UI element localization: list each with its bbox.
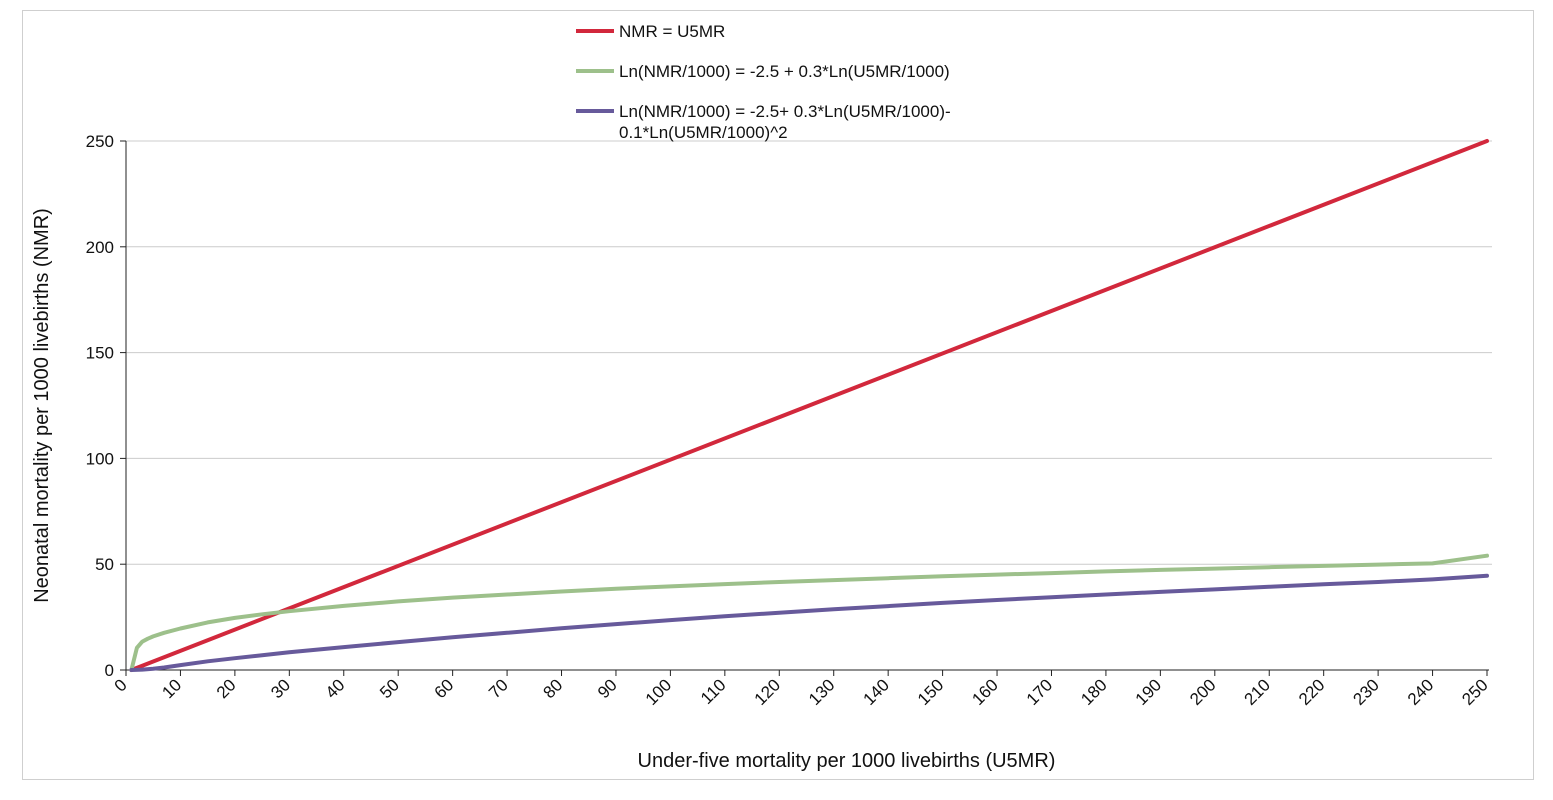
chart-frame: [22, 10, 1534, 780]
x-tick-label: 70: [485, 675, 512, 702]
y-tick-label: 200: [86, 238, 114, 257]
legend-label-3: Ln(NMR/1000) = -2.5+ 0.3*Ln(U5MR/1000)-: [619, 102, 951, 121]
x-tick-label: 130: [805, 675, 838, 708]
x-tick-label: 120: [751, 675, 784, 708]
legend-label-1: NMR = U5MR: [619, 22, 725, 41]
x-tick-label: 150: [914, 675, 947, 708]
x-tick-label: 0: [111, 675, 131, 695]
x-tick-label: 100: [642, 675, 675, 708]
y-tick-label: 50: [95, 555, 114, 574]
x-tick-label: 250: [1458, 675, 1491, 708]
x-tick-label: 80: [540, 675, 567, 702]
x-tick-label: 30: [267, 675, 294, 702]
y-tick-label: 100: [86, 449, 114, 468]
x-tick-label: 10: [158, 675, 185, 702]
y-tick-label: 150: [86, 344, 114, 363]
x-tick-label: 60: [431, 675, 458, 702]
axes: [125, 141, 1489, 671]
y-tick-label: 250: [86, 132, 114, 151]
y-tick-label: 0: [105, 661, 114, 680]
x-tick-label: 220: [1295, 675, 1328, 708]
x-tick-label: 210: [1241, 675, 1274, 708]
y-axis-title: Neonatal mortality per 1000 livebirths (…: [31, 208, 53, 603]
series-line-1: [129, 139, 1489, 672]
x-tick-label: 200: [1186, 675, 1219, 708]
x-tick-label: 160: [968, 675, 1001, 708]
x-tick-label: 20: [213, 675, 240, 702]
x-tick-label: 190: [1132, 675, 1165, 708]
series-line-3: [129, 573, 1489, 672]
x-tick-label: 240: [1404, 675, 1437, 708]
x-tick-label: 40: [322, 675, 349, 702]
series-line-2: [129, 553, 1489, 672]
x-tick-label: 140: [859, 675, 892, 708]
x-tick-label: 180: [1077, 675, 1110, 708]
x-tick-label: 90: [594, 675, 621, 702]
ticks: 0 50 100 150 200 250 0 10 20 30 40 50 60 70 80 90 100 110…: [86, 132, 1492, 709]
legend: NMR = U5MR Ln(NMR/1000) = -2.5 + 0.3*Ln(U…: [576, 22, 951, 142]
legend-label-2: Ln(NMR/1000) = -2.5 + 0.3*Ln(U5MR/1000): [619, 62, 950, 81]
x-tick-label: 110: [697, 675, 730, 708]
legend-label-3: 0.1*Ln(U5MR/1000)^2: [619, 123, 788, 142]
x-tick-label: 170: [1023, 675, 1056, 708]
x-axis-title: Under-five mortality per 1000 livebirths…: [638, 750, 1056, 772]
x-tick-label: 230: [1349, 675, 1382, 708]
gridlines: [126, 140, 1492, 565]
x-tick-label: 50: [376, 675, 403, 702]
series-lines: [129, 139, 1489, 672]
